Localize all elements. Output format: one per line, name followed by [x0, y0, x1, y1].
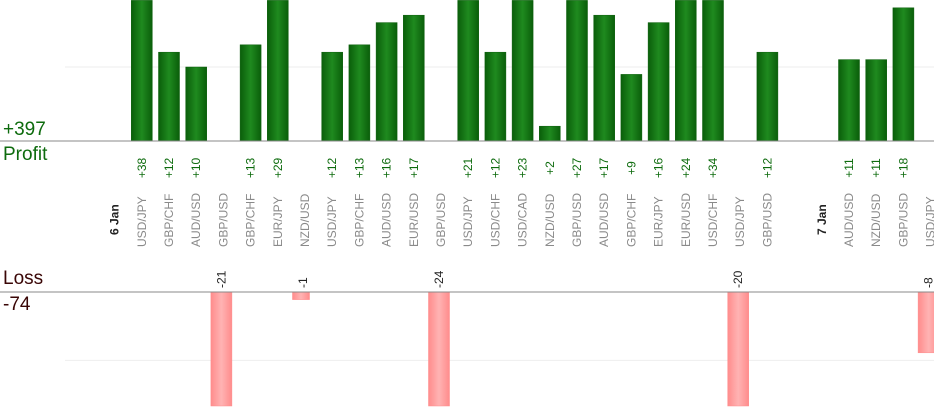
pair-label: AUD/USD	[189, 193, 203, 247]
profit-bar	[647, 22, 670, 142]
pair-label: AUD/USD	[597, 193, 611, 247]
pair-label: AUD/USD	[842, 193, 856, 247]
profit-value-label: +21	[461, 157, 475, 178]
profit-bar	[566, 0, 588, 142]
profit-value-label: +12	[325, 157, 339, 178]
profit-value-label: +17	[597, 157, 611, 178]
profit-value-label: +12	[760, 157, 774, 178]
loss-total: -74	[3, 294, 31, 315]
profit-bar	[892, 7, 915, 142]
pair-label: USD/JPY	[461, 196, 475, 247]
pair-label: AUD/USD	[380, 193, 394, 247]
date-label: 6 Jan	[108, 204, 122, 235]
profit-value-label: +34	[706, 157, 720, 178]
profit-value-label: +11	[842, 158, 856, 178]
pair-label: EUR/USD	[407, 193, 421, 247]
profit-value-label: +24	[679, 157, 693, 178]
profit-total: +397	[3, 119, 46, 140]
pair-label: EUR/JPY	[652, 196, 666, 247]
profit-bar	[756, 51, 779, 142]
pair-label: GBP/CHF	[624, 194, 638, 247]
profit-bar	[131, 0, 153, 142]
loss-value-label: -21	[214, 270, 228, 288]
loss-value-label: -1	[296, 277, 310, 288]
profit-value-label: +27	[570, 157, 584, 178]
profit-bar	[620, 74, 643, 142]
pair-label: USD/CHF	[706, 194, 720, 247]
profit-bar	[403, 14, 425, 142]
profit-bar	[539, 125, 561, 142]
profit-bar	[675, 0, 697, 142]
profit-value-label: +16	[380, 157, 394, 178]
pair-label: USD/CAD	[516, 193, 530, 247]
profit-bar	[865, 59, 887, 142]
profit-bar	[185, 66, 207, 142]
profit-bar	[457, 0, 479, 142]
profit-value-label: +38	[135, 157, 149, 178]
pair-label: GBP/USD	[570, 193, 584, 247]
profit-value-label: +13	[244, 157, 258, 178]
pair-label: USD/JPY	[325, 196, 339, 247]
labels: +38 USD/JPY +12 GBP/CHF +10 AUD/USD -21 GBP/USD…	[108, 157, 934, 288]
pair-label: USD/JPY	[135, 196, 149, 247]
profit-value-label: +12	[162, 157, 176, 178]
pair-label: USD/JPY	[924, 196, 934, 247]
pair-label: NZD/USD	[298, 193, 312, 247]
loss-bar	[917, 291, 934, 354]
loss-bar	[727, 291, 749, 407]
profit-bar	[239, 44, 262, 142]
pair-label: GBP/CHF	[352, 194, 366, 247]
pair-label: GBP/USD	[434, 193, 448, 247]
loss-value-label: -24	[432, 270, 446, 288]
profit-bar	[838, 59, 860, 142]
pair-label: NZD/USD	[543, 193, 557, 247]
profit-value-label: +29	[271, 157, 285, 178]
loss-bar	[428, 291, 450, 407]
profit-label: Profit	[3, 144, 48, 165]
pair-label: EUR/USD	[679, 193, 693, 247]
profit-value-label: +10	[189, 157, 203, 178]
loss-bar	[292, 291, 310, 300]
pair-label: GBP/USD	[760, 193, 774, 247]
pair-label: GBP/CHF	[162, 194, 176, 247]
profit-bar	[348, 44, 371, 142]
pair-label: GBP/CHF	[244, 194, 258, 247]
pair-label: GBP/USD	[216, 193, 230, 247]
profit-bar	[321, 51, 343, 142]
pair-label: USD/CHF	[488, 194, 502, 247]
loss-value-label: -8	[922, 277, 934, 288]
profit-value-label: +23	[516, 157, 530, 178]
profit-value-label: +16	[652, 157, 666, 178]
pair-label: NZD/USD	[869, 193, 883, 247]
profit-bar	[267, 0, 289, 142]
profit-bar	[593, 14, 615, 142]
profit-value-label: +18	[896, 157, 910, 178]
profit-value-label: +13	[352, 157, 366, 178]
profit-value-label: +12	[488, 157, 502, 178]
pair-label: EUR/JPY	[271, 196, 285, 247]
profit-bar	[375, 22, 398, 142]
profit-bar	[158, 51, 180, 142]
bars	[131, 0, 934, 407]
loss-bar	[210, 291, 233, 407]
date-label: 7 Jan	[815, 204, 829, 235]
profit-value-label: +9	[624, 161, 638, 175]
profit-bar	[484, 51, 507, 142]
loss-label: Loss	[3, 268, 44, 289]
profit-bar	[702, 0, 724, 142]
pair-label: USD/JPY	[733, 196, 747, 247]
loss-value-label: -20	[731, 270, 745, 288]
profit-bar	[511, 0, 534, 142]
axes	[0, 140, 934, 293]
profit-value-label: +17	[407, 157, 421, 178]
pair-label: GBP/USD	[896, 193, 910, 247]
profit-value-label: +11	[869, 158, 883, 178]
profit-value-label: +2	[543, 161, 557, 175]
